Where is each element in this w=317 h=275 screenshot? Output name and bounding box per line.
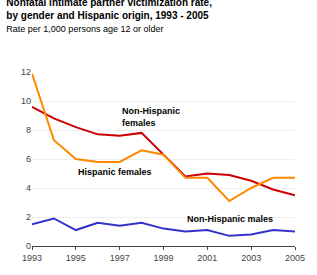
- svg-text:8: 8: [26, 125, 31, 135]
- svg-text:Hispanic females: Hispanic females: [78, 167, 152, 177]
- svg-text:12: 12: [21, 67, 31, 77]
- svg-text:2001: 2001: [197, 253, 217, 263]
- svg-text:1995: 1995: [66, 253, 86, 263]
- svg-text:Non-Hispanic males: Non-Hispanic males: [187, 214, 273, 224]
- svg-text:Nonfatal intimate partner vict: Nonfatal intimate partner victimization …: [6, 0, 212, 34]
- svg-text:1999: 1999: [153, 253, 173, 263]
- svg-text:1997: 1997: [110, 253, 130, 263]
- svg-text:1993: 1993: [22, 253, 42, 263]
- svg-text:Non-Hispanicfemales: Non-Hispanicfemales: [122, 106, 180, 128]
- svg-text:4: 4: [26, 183, 31, 193]
- svg-text:0: 0: [26, 241, 31, 251]
- svg-text:6: 6: [26, 154, 31, 164]
- svg-text:2: 2: [26, 212, 31, 222]
- svg-text:10: 10: [21, 96, 31, 106]
- svg-text:2003: 2003: [241, 253, 261, 263]
- svg-text:2005: 2005: [285, 253, 305, 263]
